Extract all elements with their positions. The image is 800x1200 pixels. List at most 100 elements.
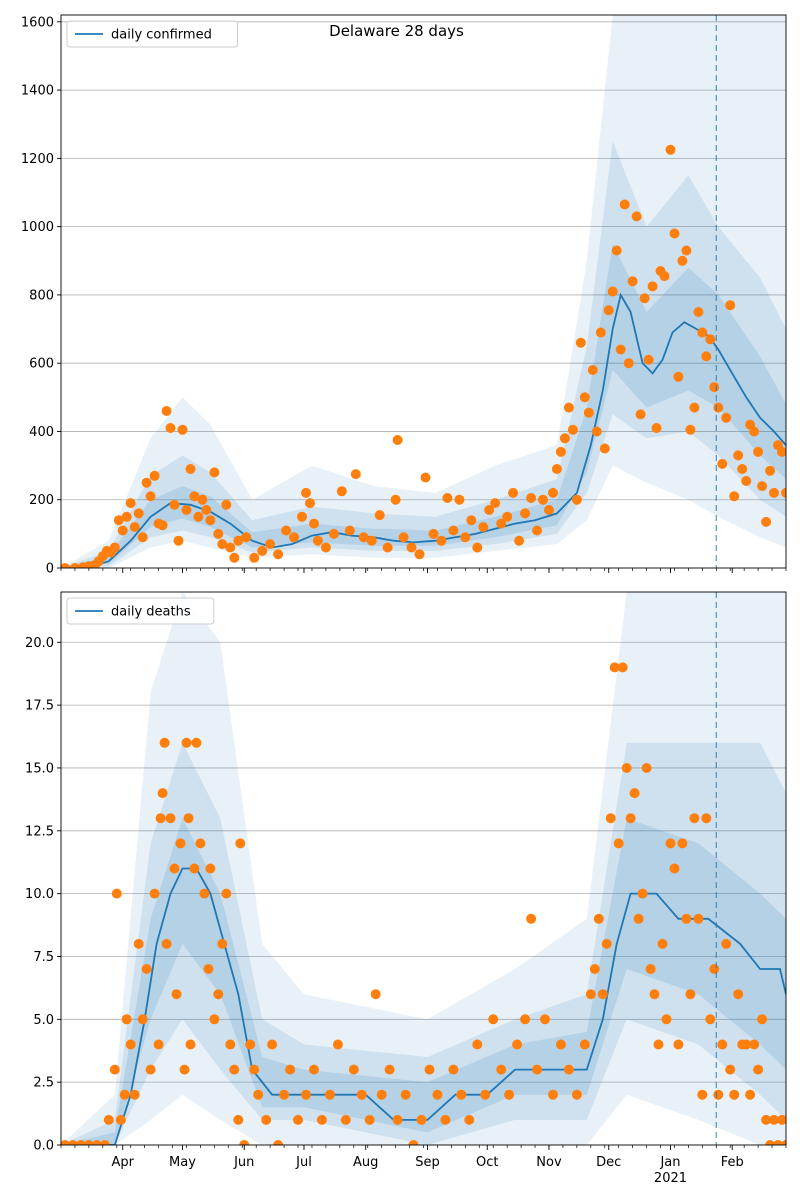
observed-point <box>249 1064 260 1075</box>
y-tick-label: 12.5 <box>25 824 54 839</box>
observed-point <box>436 535 447 546</box>
observed-point <box>526 913 537 924</box>
band-mid-uncertainty <box>61 141 786 568</box>
observed-point <box>374 510 385 521</box>
observed-point <box>741 1039 752 1050</box>
observed-point <box>289 532 299 543</box>
observed-point <box>713 1089 724 1100</box>
observed-point <box>567 424 578 435</box>
observed-point <box>587 365 598 375</box>
observed-point <box>615 344 626 355</box>
observed-point <box>717 458 728 469</box>
confirmed-panel: 0 200 400 600 800 1000 1200 1400 1600 Delaware 28… <box>21 14 787 577</box>
observed-point <box>121 1014 132 1025</box>
observed-point <box>478 522 489 532</box>
observed-point <box>595 327 606 338</box>
observed-point <box>195 838 206 849</box>
observed-point <box>761 1114 772 1125</box>
observed-point <box>161 406 172 416</box>
observed-point <box>575 337 586 348</box>
observed-point <box>532 1064 542 1075</box>
y-tick-label: 5.0 <box>33 1013 54 1028</box>
observed-point <box>221 499 232 510</box>
observed-point <box>777 1114 786 1125</box>
observed-point <box>125 498 136 509</box>
observed-point <box>651 423 662 433</box>
observed-point <box>344 525 355 536</box>
observed-point <box>398 532 409 543</box>
observed-point <box>253 1089 264 1100</box>
observed-point <box>249 552 260 563</box>
observed-point <box>781 487 786 498</box>
observed-point <box>137 532 148 543</box>
observed-point <box>677 255 688 266</box>
observed-point <box>111 888 122 899</box>
observed-point <box>645 964 656 974</box>
observed-point <box>781 1140 786 1145</box>
observed-point <box>555 1039 566 1050</box>
observed-point <box>348 1064 359 1075</box>
observed-point <box>551 464 562 474</box>
observed-point <box>617 662 628 673</box>
observed-point <box>217 938 228 949</box>
observed-point <box>563 1064 574 1075</box>
observed-point <box>129 522 140 532</box>
observed-point <box>520 508 531 519</box>
observed-point <box>181 737 192 748</box>
observed-point <box>729 1089 740 1100</box>
observed-point <box>504 1089 515 1100</box>
observed-point <box>312 535 323 546</box>
observed-point <box>221 888 232 899</box>
observed-point <box>749 426 760 437</box>
observed-point <box>193 511 204 522</box>
observed-point <box>366 535 377 546</box>
observed-point <box>225 1039 236 1050</box>
observed-point <box>420 472 431 483</box>
observed-point <box>681 913 692 924</box>
observed-point <box>191 737 202 748</box>
legend: daily deaths <box>66 597 215 625</box>
observed-point <box>689 402 700 413</box>
observed-point <box>400 1089 411 1100</box>
observed-point <box>229 552 240 563</box>
observed-point <box>571 1089 582 1100</box>
observed-point <box>113 515 124 526</box>
observed-point <box>544 505 554 515</box>
observed-point <box>737 464 748 474</box>
observed-point <box>502 511 513 522</box>
observed-point <box>309 1064 319 1075</box>
observed-point <box>701 813 712 824</box>
deaths-panel: 0.0 2.5 5.0 7.5 10.0 12.5 15.0 17.5 20.0 Apr May Ju… <box>25 591 787 1186</box>
y-tick-label: 17.5 <box>25 699 54 714</box>
observed-point <box>229 1064 240 1075</box>
observed-point <box>657 938 668 949</box>
observed-point <box>109 542 120 553</box>
observed-point <box>765 465 776 476</box>
observed-point <box>629 788 640 799</box>
observed-point <box>665 144 676 155</box>
observed-point <box>673 371 684 382</box>
observed-point <box>149 470 160 481</box>
band-inner-uncertainty <box>61 243 786 568</box>
observed-point <box>725 1064 736 1075</box>
observed-point <box>637 888 648 899</box>
observed-point <box>273 1140 284 1145</box>
x-tick-label: May <box>169 1155 196 1170</box>
observed-point <box>685 989 696 1000</box>
observed-point <box>358 532 369 543</box>
observed-point <box>643 354 654 365</box>
observed-point <box>324 1089 335 1100</box>
plot-area <box>61 15 786 568</box>
y-tick-label: 1600 <box>21 15 54 30</box>
observed-point <box>157 788 168 799</box>
observed-point <box>613 838 624 849</box>
observed-point <box>83 1140 94 1145</box>
observed-point <box>340 1114 351 1125</box>
observed-point <box>201 505 212 515</box>
observed-point <box>589 964 600 974</box>
observed-point <box>133 938 144 949</box>
observed-point <box>460 532 471 543</box>
chart-title: Delaware 28 days <box>329 22 464 40</box>
observed-point <box>713 402 724 413</box>
observed-point <box>183 813 194 824</box>
